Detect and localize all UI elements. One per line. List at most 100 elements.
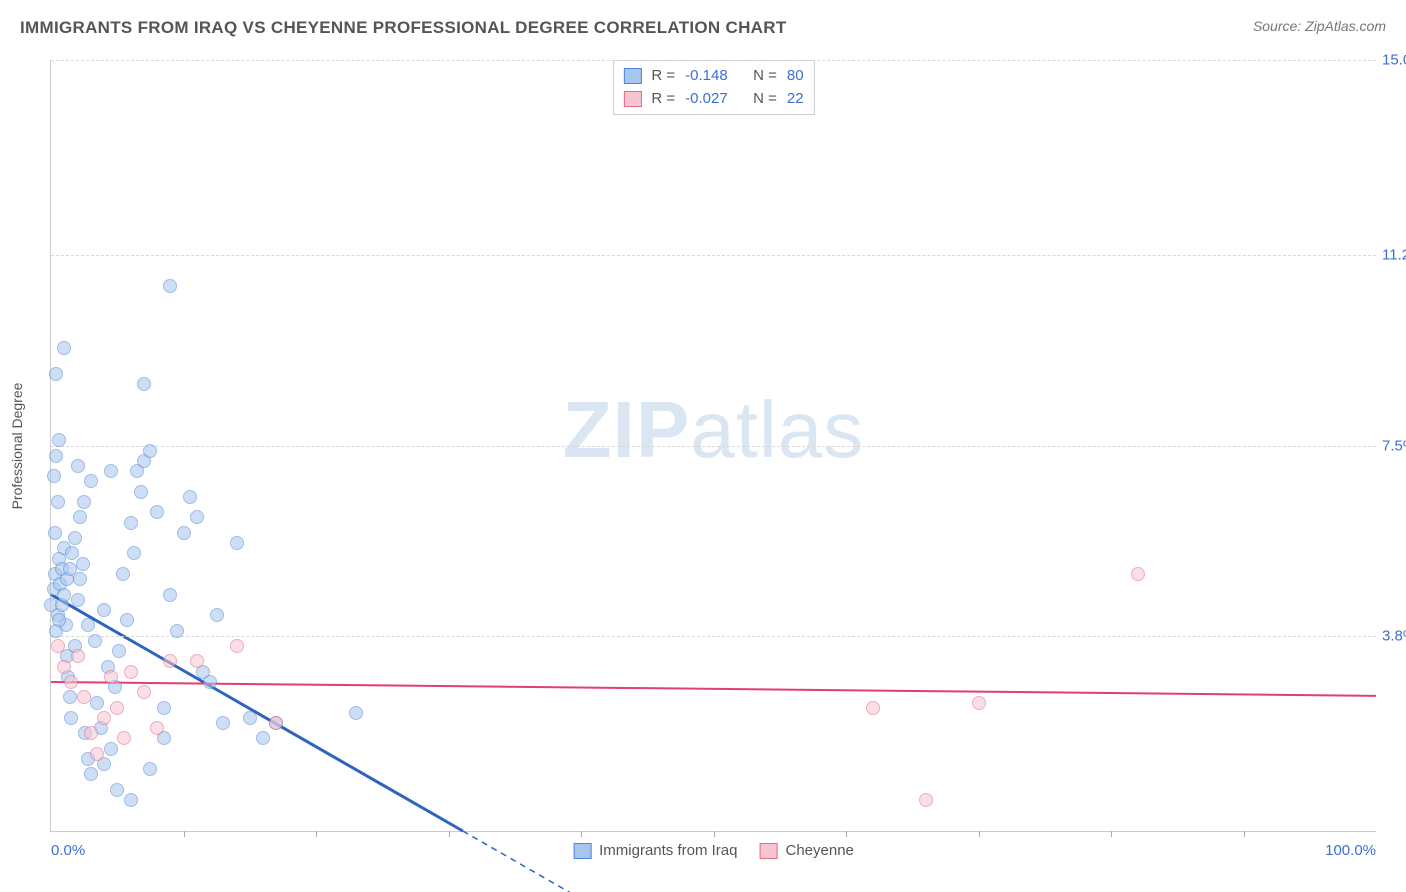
legend-swatch xyxy=(573,843,591,859)
data-point xyxy=(63,562,77,576)
data-point xyxy=(349,706,363,720)
data-point xyxy=(919,793,933,807)
data-point xyxy=(170,624,184,638)
data-point xyxy=(150,721,164,735)
data-point xyxy=(203,675,217,689)
correlation-stats-box: R =-0.148N =80R =-0.027N =22 xyxy=(612,60,814,115)
x-tick xyxy=(581,831,582,837)
trend-line-dashed xyxy=(463,831,1376,892)
data-point xyxy=(49,449,63,463)
gridline xyxy=(51,255,1376,256)
data-point xyxy=(52,613,66,627)
data-point xyxy=(88,634,102,648)
data-point xyxy=(110,783,124,797)
data-point xyxy=(84,726,98,740)
data-point xyxy=(163,279,177,293)
stat-r-value: -0.027 xyxy=(685,88,743,111)
gridline xyxy=(51,446,1376,447)
data-point xyxy=(177,526,191,540)
data-point xyxy=(190,510,204,524)
data-point xyxy=(51,639,65,653)
data-point xyxy=(190,654,204,668)
data-point xyxy=(120,613,134,627)
data-point xyxy=(183,490,197,504)
legend-label: Immigrants from Iraq xyxy=(599,842,737,859)
x-tick xyxy=(846,831,847,837)
stat-n-value: 22 xyxy=(787,88,804,111)
data-point xyxy=(64,711,78,725)
data-point xyxy=(71,459,85,473)
stat-r-value: -0.148 xyxy=(685,65,743,88)
data-point xyxy=(97,603,111,617)
data-point xyxy=(163,588,177,602)
data-point xyxy=(127,546,141,560)
x-tick xyxy=(316,831,317,837)
data-point xyxy=(124,516,138,530)
data-point xyxy=(163,654,177,668)
data-point xyxy=(157,701,171,715)
stats-row: R =-0.148N =80 xyxy=(623,65,803,88)
plot-area: ZIPatlas Professional Degree 0.0% 100.0%… xyxy=(50,60,1376,832)
data-point xyxy=(57,588,71,602)
data-point xyxy=(104,670,118,684)
stats-row: R = -0.027 N = 22 xyxy=(623,88,803,111)
data-point xyxy=(77,690,91,704)
data-point xyxy=(243,711,257,725)
data-point xyxy=(150,505,164,519)
y-tick-label: 11.2% xyxy=(1382,247,1406,264)
data-point xyxy=(73,510,87,524)
x-tick xyxy=(1244,831,1245,837)
data-point xyxy=(71,593,85,607)
data-point xyxy=(269,716,283,730)
x-max-label: 100.0% xyxy=(1325,842,1376,859)
x-tick xyxy=(979,831,980,837)
y-tick-label: 15.0% xyxy=(1382,52,1406,69)
data-point xyxy=(137,377,151,391)
chart-title: IMMIGRANTS FROM IRAQ VS CHEYENNE PROFESS… xyxy=(20,18,787,38)
stat-r-label: R = xyxy=(651,65,675,88)
data-point xyxy=(97,711,111,725)
data-point xyxy=(124,665,138,679)
data-point xyxy=(117,731,131,745)
data-point xyxy=(57,660,71,674)
legend-swatch xyxy=(623,91,641,107)
data-point xyxy=(104,464,118,478)
data-point xyxy=(256,731,270,745)
gridline xyxy=(51,636,1376,637)
data-point xyxy=(65,546,79,560)
data-point xyxy=(210,608,224,622)
data-point xyxy=(104,742,118,756)
stat-r-label: R = xyxy=(651,88,675,111)
legend-item: Immigrants from Iraq xyxy=(573,842,737,859)
legend-swatch xyxy=(623,68,641,84)
stat-n-label: N = xyxy=(753,65,777,88)
data-point xyxy=(77,495,91,509)
series-legend: Immigrants from IraqCheyenne xyxy=(573,842,854,859)
data-point xyxy=(76,557,90,571)
x-min-label: 0.0% xyxy=(51,842,85,859)
data-point xyxy=(84,767,98,781)
x-tick xyxy=(714,831,715,837)
data-point xyxy=(124,793,138,807)
data-point xyxy=(90,747,104,761)
data-point xyxy=(49,367,63,381)
gridline xyxy=(51,60,1376,61)
data-point xyxy=(116,567,130,581)
data-point xyxy=(57,341,71,355)
data-point xyxy=(143,762,157,776)
data-point xyxy=(81,618,95,632)
data-point xyxy=(866,701,880,715)
data-point xyxy=(90,696,104,710)
data-point xyxy=(68,531,82,545)
data-point xyxy=(51,495,65,509)
trend-line xyxy=(51,682,1376,696)
legend-swatch xyxy=(759,843,777,859)
x-tick xyxy=(184,831,185,837)
data-point xyxy=(73,572,87,586)
data-point xyxy=(1131,567,1145,581)
data-point xyxy=(84,474,98,488)
stat-n-label: N = xyxy=(753,88,777,111)
data-point xyxy=(48,526,62,540)
scatter-plot: ZIPatlas Professional Degree 0.0% 100.0%… xyxy=(50,60,1376,832)
data-point xyxy=(143,444,157,458)
